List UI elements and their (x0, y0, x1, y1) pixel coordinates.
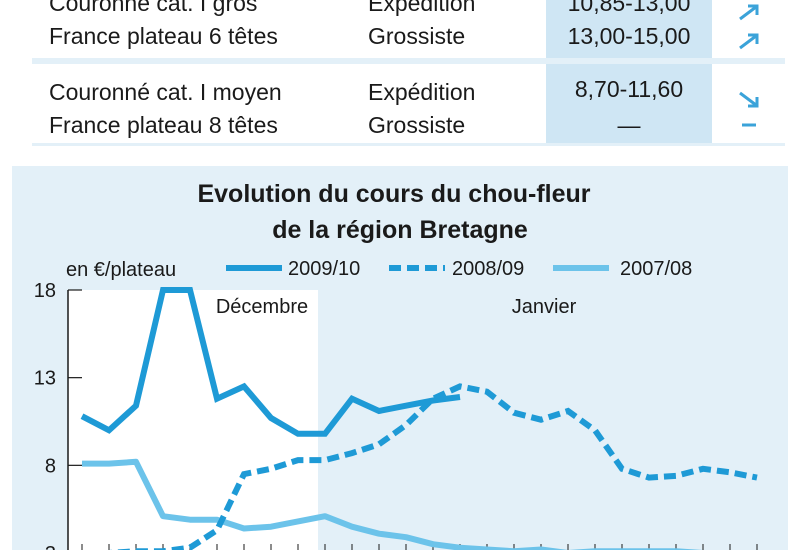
legend-label: 2009/10 (288, 258, 360, 280)
legend-label: 2008/09 (452, 258, 524, 280)
market-cell: Expédition (368, 0, 476, 16)
chart-title: Evolution du cours du chou-fleur (197, 180, 590, 208)
market-cell: Expédition (368, 79, 476, 105)
market-cell: Grossiste (368, 23, 466, 49)
table-bottom-border (32, 143, 785, 146)
month-label: Janvier (512, 296, 577, 318)
y-tick-label: 3 (45, 543, 56, 550)
month-label: Décembre (216, 296, 308, 318)
trend-column-band (712, 0, 785, 146)
trend-down-icon (739, 91, 759, 108)
price-cell: 8,70-11,60 (574, 76, 684, 102)
chart-subtitle: de la région Bretagne (272, 216, 528, 244)
market-cell: Grossiste (368, 112, 466, 138)
product-cell: France plateau 6 têtes (49, 23, 278, 49)
y-axis-unit-label: en €/plateau (66, 259, 176, 281)
y-tick-label: 18 (34, 280, 56, 302)
y-tick-label: 8 (45, 455, 56, 477)
trend-up-icon (739, 33, 759, 50)
product-cell: Couronné cat. I gros (49, 0, 258, 16)
price-column-band (546, 0, 712, 146)
price-cell: 13,00-15,00 (567, 23, 691, 49)
trend-stable-icon (742, 123, 756, 127)
legend-label: 2007/08 (620, 258, 692, 280)
product-cell: France plateau 8 têtes (49, 112, 278, 138)
price-table: Couronné cat. I gros Expédition 10,85-13… (32, 0, 785, 146)
price-cell: — (617, 112, 641, 138)
trend-up-icon (739, 4, 759, 21)
series-line-2007-08 (82, 458, 757, 550)
series-line-2008-09 (82, 383, 758, 550)
y-tick-label: 13 (34, 368, 56, 390)
price-cell: 10,85-13,00 (567, 0, 691, 16)
product-cell: Couronné cat. I moyen (49, 79, 282, 105)
plot-area-december (68, 290, 318, 550)
group-separator (32, 58, 785, 64)
